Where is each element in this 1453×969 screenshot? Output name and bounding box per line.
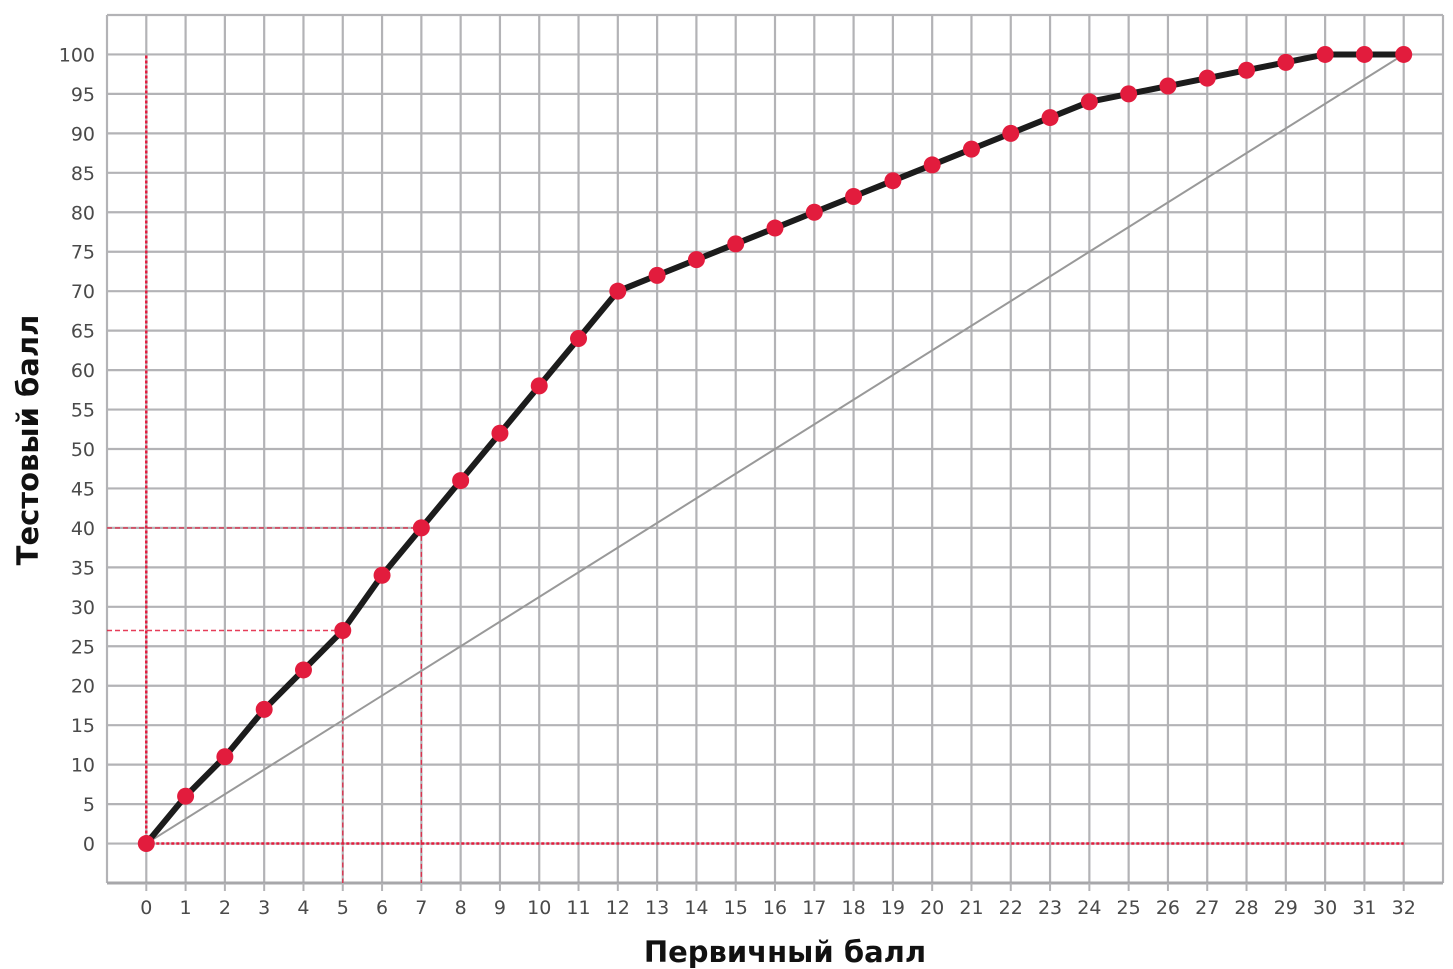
x-tick-label: 18 [841, 897, 865, 919]
data-point [177, 788, 194, 805]
data-point [845, 188, 862, 205]
x-tick-label: 20 [920, 897, 944, 919]
data-point [452, 472, 469, 489]
y-tick-label: 60 [71, 360, 95, 382]
x-tick-label: 19 [881, 897, 905, 919]
y-tick-label: 5 [83, 794, 95, 816]
x-tick-label: 16 [763, 897, 787, 919]
data-point [216, 748, 233, 765]
x-tick-label: 23 [1038, 897, 1062, 919]
data-point [491, 425, 508, 442]
x-tick-label: 15 [724, 897, 748, 919]
x-tick-label: 21 [959, 897, 983, 919]
data-point [1395, 46, 1412, 63]
x-tick-label: 29 [1274, 897, 1298, 919]
x-tick-label: 3 [258, 897, 270, 919]
data-point [767, 220, 784, 237]
y-tick-label: 90 [71, 123, 95, 145]
x-tick-label: 14 [684, 897, 708, 919]
x-tick-label: 11 [566, 897, 590, 919]
data-point [1081, 93, 1098, 110]
x-tick-label: 0 [140, 897, 152, 919]
data-point [1277, 54, 1294, 71]
x-tick-label: 7 [415, 897, 427, 919]
x-tick-label: 24 [1077, 897, 1101, 919]
data-point [688, 251, 705, 268]
y-tick-label: 20 [71, 676, 95, 698]
y-tick-label: 35 [71, 557, 95, 579]
data-point [1199, 70, 1216, 87]
x-tick-label: 25 [1117, 897, 1141, 919]
data-point [1317, 46, 1334, 63]
data-point [1120, 85, 1137, 102]
x-tick-label: 8 [455, 897, 467, 919]
y-tick-label: 15 [71, 715, 95, 737]
y-axis-title: Тестовый балл [11, 315, 45, 566]
y-tick-label: 10 [71, 755, 95, 777]
x-tick-label: 28 [1234, 897, 1258, 919]
grid [107, 15, 1443, 891]
data-point [649, 267, 666, 284]
x-tick-label: 17 [802, 897, 826, 919]
y-tick-label: 25 [71, 636, 95, 658]
y-tick-label: 30 [71, 597, 95, 619]
x-tick-label: 13 [645, 897, 669, 919]
x-axis-title: Первичный балл [644, 935, 926, 969]
y-tick-label: 50 [71, 439, 95, 461]
x-tick-label: 4 [297, 897, 309, 919]
data-point [374, 567, 391, 584]
data-point [138, 835, 155, 852]
x-tick-label: 30 [1313, 897, 1337, 919]
x-tick-label: 31 [1352, 897, 1376, 919]
data-point [609, 283, 626, 300]
x-tick-label: 6 [376, 897, 388, 919]
guide-lines [107, 54, 1404, 883]
data-point [806, 204, 823, 221]
x-tick-labels: 0 1 2 3 4 5 6 7 8 9 10 11 12 13 14 15 16 17 18 19 20 21 22 23 24… [140, 897, 1416, 919]
data-point [256, 701, 273, 718]
y-tick-label: 70 [71, 281, 95, 303]
data-point [413, 519, 430, 536]
y-tick-label: 95 [71, 84, 95, 106]
x-tick-label: 27 [1195, 897, 1219, 919]
y-tick-label: 75 [71, 242, 95, 264]
data-point [531, 377, 548, 394]
data-point [727, 235, 744, 252]
data-point [295, 661, 312, 678]
x-tick-label: 5 [337, 897, 349, 919]
data-point [924, 156, 941, 173]
y-tick-label: 45 [71, 478, 95, 500]
x-tick-label: 1 [180, 897, 192, 919]
y-tick-label: 100 [59, 44, 95, 66]
y-tick-label: 0 [83, 834, 95, 856]
x-tick-label: 10 [527, 897, 551, 919]
data-point [1238, 62, 1255, 79]
x-tick-label: 9 [494, 897, 506, 919]
data-point [963, 141, 980, 158]
x-tick-label: 32 [1392, 897, 1416, 919]
x-tick-label: 12 [606, 897, 630, 919]
y-tick-label: 85 [71, 163, 95, 185]
data-point [884, 172, 901, 189]
x-tick-label: 26 [1156, 897, 1180, 919]
data-point [570, 330, 587, 347]
y-tick-label: 55 [71, 400, 95, 422]
data-point [1356, 46, 1373, 63]
x-tick-label: 22 [999, 897, 1023, 919]
x-tick-label: 2 [219, 897, 231, 919]
data-point [334, 622, 351, 639]
data-point [1002, 125, 1019, 142]
y-tick-labels: 0 5 10 15 20 25 30 35 40 45 50 55 60 65 70 75 80 85 90 95 10… [59, 44, 95, 855]
data-point [1159, 78, 1176, 95]
y-tick-label: 40 [71, 518, 95, 540]
y-tick-label: 80 [71, 202, 95, 224]
data-point [1042, 109, 1059, 126]
y-tick-label: 65 [71, 321, 95, 343]
